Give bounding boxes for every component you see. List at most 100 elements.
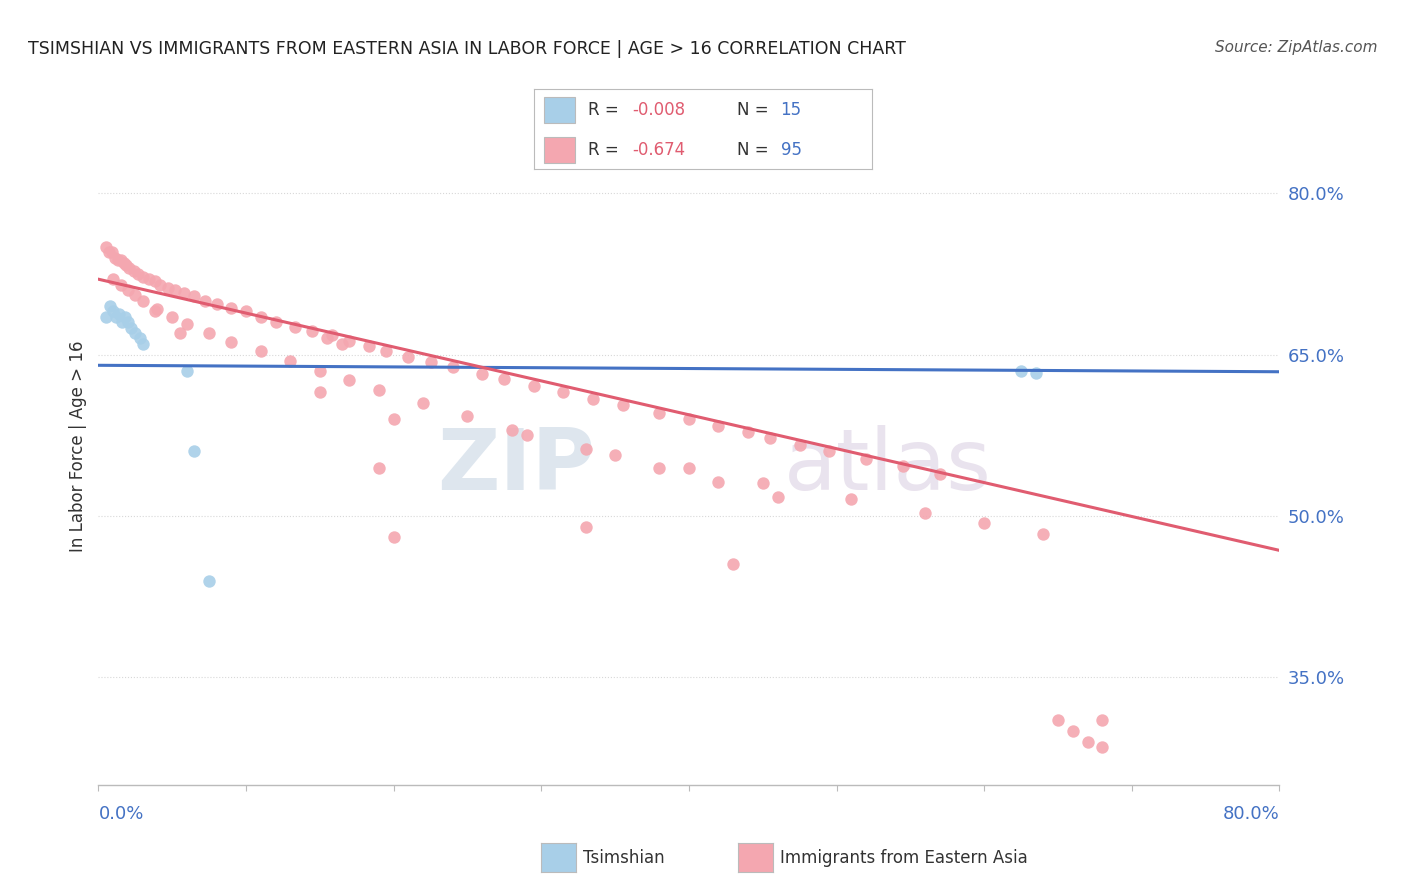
Text: R =: R = — [588, 101, 624, 119]
Point — [143, 274, 166, 288]
Point — [132, 270, 155, 285]
Point — [1091, 714, 1114, 728]
Point — [605, 448, 627, 462]
Text: 15: 15 — [780, 101, 801, 119]
Point — [98, 299, 121, 313]
Text: -0.674: -0.674 — [633, 141, 685, 159]
Point — [124, 326, 146, 340]
Point — [368, 460, 391, 475]
Point — [1032, 527, 1054, 541]
Text: N =: N = — [737, 141, 773, 159]
Point — [929, 467, 952, 481]
Point — [176, 318, 198, 332]
Point — [752, 475, 775, 490]
Point — [108, 307, 131, 321]
Point — [107, 252, 129, 267]
Point — [1025, 366, 1047, 380]
Point — [198, 326, 221, 340]
Point — [221, 301, 243, 316]
Point — [183, 289, 205, 303]
Point — [103, 304, 125, 318]
Point — [707, 418, 730, 433]
Point — [382, 412, 405, 426]
Text: Tsimshian: Tsimshian — [583, 849, 665, 867]
Point — [117, 315, 139, 329]
Text: TSIMSHIAN VS IMMIGRANTS FROM EASTERN ASIA IN LABOR FORCE | AGE > 16 CORRELATION : TSIMSHIAN VS IMMIGRANTS FROM EASTERN ASI… — [28, 40, 905, 58]
Point — [115, 258, 138, 272]
Point — [138, 272, 160, 286]
Point — [575, 519, 598, 533]
Point — [176, 364, 198, 378]
Point — [118, 261, 141, 276]
Text: Source: ZipAtlas.com: Source: ZipAtlas.com — [1215, 40, 1378, 55]
Text: -0.008: -0.008 — [633, 101, 685, 119]
Point — [914, 506, 936, 520]
Point — [678, 460, 700, 475]
Point — [194, 293, 217, 308]
Text: N =: N = — [737, 101, 773, 119]
Text: 95: 95 — [780, 141, 801, 159]
Point — [612, 398, 634, 412]
Point — [117, 283, 139, 297]
Point — [457, 409, 479, 423]
Point — [280, 354, 302, 368]
Text: R =: R = — [588, 141, 624, 159]
Point — [330, 336, 353, 351]
Point — [94, 240, 117, 254]
Y-axis label: In Labor Force | Age > 16: In Labor Force | Age > 16 — [69, 340, 87, 552]
Point — [1077, 735, 1099, 749]
Point — [198, 574, 221, 588]
Point — [127, 267, 149, 281]
Point — [250, 310, 273, 324]
Point — [124, 288, 146, 302]
Point — [169, 326, 191, 340]
Point — [766, 490, 789, 504]
Point — [357, 339, 380, 353]
Point — [94, 310, 117, 324]
Point — [891, 459, 914, 474]
Text: atlas: atlas — [783, 425, 991, 508]
Point — [648, 406, 671, 420]
Point — [973, 516, 995, 531]
Point — [501, 423, 523, 437]
Point — [97, 245, 120, 260]
Point — [648, 460, 671, 475]
Point — [250, 344, 273, 359]
Point — [1046, 714, 1070, 728]
Text: ZIP: ZIP — [437, 425, 595, 508]
Point — [1091, 740, 1114, 755]
Point — [105, 310, 128, 324]
Point — [582, 392, 605, 406]
Point — [103, 272, 125, 286]
Point — [419, 355, 441, 369]
Point — [678, 412, 700, 426]
Point — [575, 442, 598, 457]
Point — [110, 277, 132, 292]
Point — [309, 385, 332, 400]
Point — [339, 334, 361, 348]
Point — [301, 324, 323, 338]
Point — [156, 281, 179, 295]
Point — [309, 364, 332, 378]
Point — [128, 331, 150, 345]
Point — [149, 277, 172, 292]
Point — [143, 304, 166, 318]
Point — [114, 310, 136, 324]
Point — [264, 315, 287, 329]
Point — [321, 328, 343, 343]
Point — [339, 373, 361, 387]
Point — [375, 344, 398, 359]
Point — [221, 334, 243, 349]
Bar — [544, 137, 575, 163]
Point — [1010, 364, 1032, 378]
Point — [398, 350, 420, 364]
Point — [122, 263, 145, 277]
Point — [165, 283, 187, 297]
Point — [523, 378, 546, 392]
Point — [382, 531, 405, 545]
Point — [759, 432, 782, 446]
Point — [112, 256, 135, 270]
Point — [284, 319, 307, 334]
Point — [132, 293, 155, 308]
Point — [818, 444, 841, 458]
